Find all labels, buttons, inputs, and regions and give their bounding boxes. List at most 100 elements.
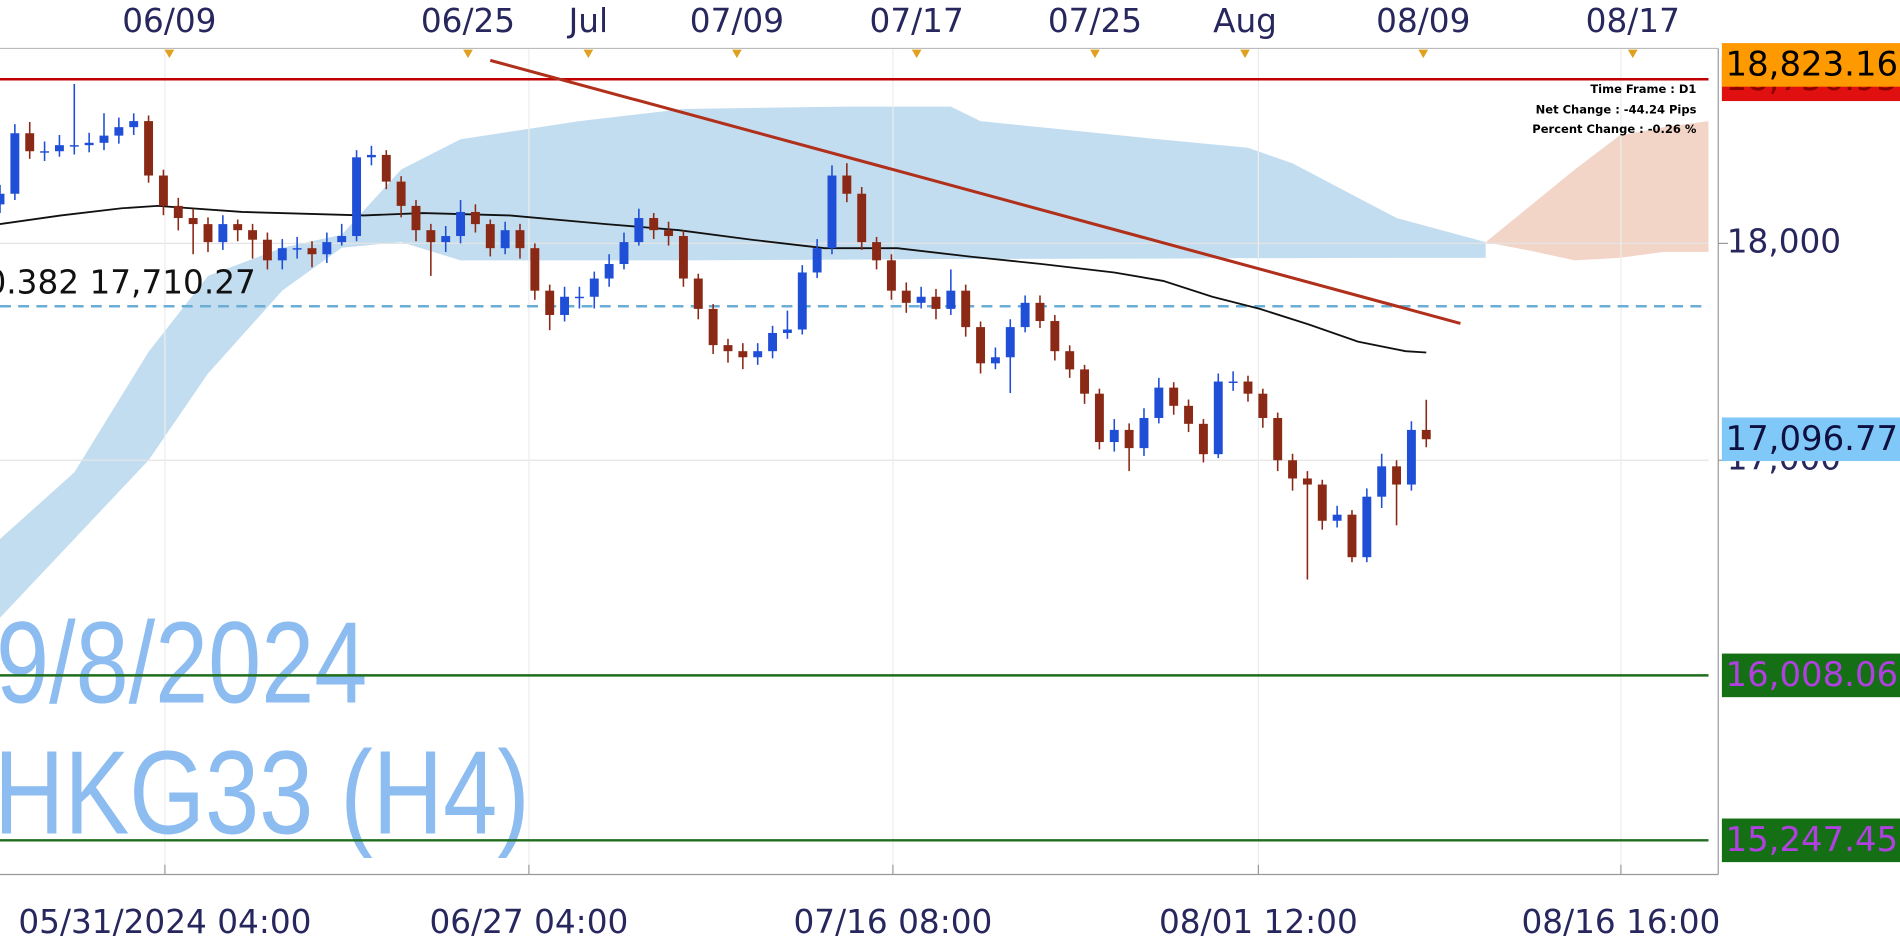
candle-body: [1288, 460, 1298, 479]
candle-body: [352, 157, 362, 237]
candle-body: [1109, 429, 1119, 443]
line-series: [489, 58, 1461, 325]
candle-body: [693, 278, 703, 309]
top-tick-label: 06/09: [122, 2, 216, 40]
x-tick-label: 06/27 04:00: [429, 903, 628, 941]
info-text: Percent Change : -0.26 %: [1532, 122, 1697, 136]
candle-body: [931, 296, 941, 309]
candle-body: [1124, 429, 1134, 449]
candle-body: [545, 290, 555, 315]
top-tick-marker: [1627, 49, 1638, 59]
candle-body: [961, 290, 971, 328]
candle-body: [946, 290, 956, 309]
candle-body: [0, 193, 5, 205]
candle-body: [10, 133, 20, 194]
candle-body: [500, 230, 510, 249]
info-text: Time Frame : D1: [1590, 82, 1696, 96]
price-tag: [1721, 417, 1900, 462]
line-series: [0, 204, 1427, 354]
candle-body: [54, 145, 64, 152]
candle-body: [872, 242, 882, 261]
candle-body: [396, 181, 406, 206]
candle-body: [441, 236, 451, 243]
watermark: HKG33 (H4): [0, 727, 530, 859]
candle-body: [158, 175, 168, 206]
top-tick-marker: [1090, 49, 1100, 59]
top-tick-label: 07/09: [690, 2, 784, 40]
cloud-area: [1485, 121, 1709, 261]
top-tick-marker: [911, 49, 922, 59]
candle-body: [129, 121, 139, 128]
candle-body: [976, 327, 986, 364]
price-tag: [1721, 43, 1900, 87]
candle-body: [1332, 514, 1342, 521]
candle-body: [901, 290, 911, 303]
candle-body: [768, 332, 778, 352]
candle-body: [1050, 321, 1060, 352]
candle-body: [1421, 429, 1431, 440]
candle-body: [114, 127, 124, 136]
candle-body: [1154, 387, 1164, 418]
candle-body: [381, 154, 391, 182]
candle-body: [1213, 381, 1223, 455]
candle-body: [173, 205, 183, 219]
candle-body: [723, 345, 733, 352]
candle-body: [1392, 466, 1402, 485]
candle-body: [634, 218, 644, 243]
candle-body: [307, 248, 317, 255]
candle-body: [574, 296, 584, 299]
candle-body: [99, 135, 109, 143]
top-tick-label: 08/17: [1586, 2, 1680, 40]
candle-body: [426, 230, 436, 243]
candle-body: [144, 121, 154, 176]
price-tag-label: 16,008.06: [1726, 655, 1899, 694]
candle-body: [25, 133, 35, 152]
candle-body: [411, 205, 421, 231]
candle-body: [1184, 405, 1194, 424]
candle-body: [589, 278, 599, 297]
candle-body: [322, 242, 332, 255]
candle-body: [1406, 429, 1416, 485]
candle-body: [990, 357, 1000, 364]
candle-body: [277, 248, 287, 261]
candle-body: [1094, 393, 1104, 443]
candle-body: [842, 175, 852, 194]
x-tick-label: 07/16 08:00: [793, 903, 992, 941]
candle-body: [649, 218, 659, 231]
candle-body: [1362, 496, 1372, 558]
candle-body: [678, 236, 688, 279]
candle-body: [664, 230, 674, 237]
candle-body: [812, 248, 822, 273]
candle-body: [84, 142, 94, 146]
candle-body: [604, 264, 614, 279]
candle-body: [456, 211, 466, 237]
candle-body: [1347, 514, 1357, 558]
top-tick-marker: [1418, 49, 1429, 59]
top-tick-marker: [164, 49, 175, 59]
candle-body: [1317, 484, 1327, 521]
candle-body: [1377, 466, 1387, 497]
candle-body: [1065, 351, 1075, 370]
candle-body: [530, 248, 540, 291]
candle-body: [797, 272, 807, 330]
top-tick-label: Aug: [1213, 2, 1277, 40]
candle-body: [1139, 417, 1149, 449]
top-tick-marker: [583, 49, 594, 59]
candle-body: [916, 296, 926, 303]
candle-body: [753, 351, 763, 358]
price-tag-label: 17,096.77: [1726, 419, 1899, 458]
candle-body: [203, 224, 213, 243]
candle-body: [1273, 417, 1283, 461]
candle-body: [1258, 393, 1268, 418]
candle-body: [708, 308, 718, 346]
candle-body: [827, 175, 837, 249]
candle-body: [782, 329, 792, 333]
x-tick-label: 05/31/2024 04:00: [18, 903, 311, 941]
candle-body: [188, 218, 198, 225]
top-tick-marker: [1240, 49, 1250, 59]
price-tag: [1721, 653, 1900, 698]
candle-body: [262, 239, 272, 261]
